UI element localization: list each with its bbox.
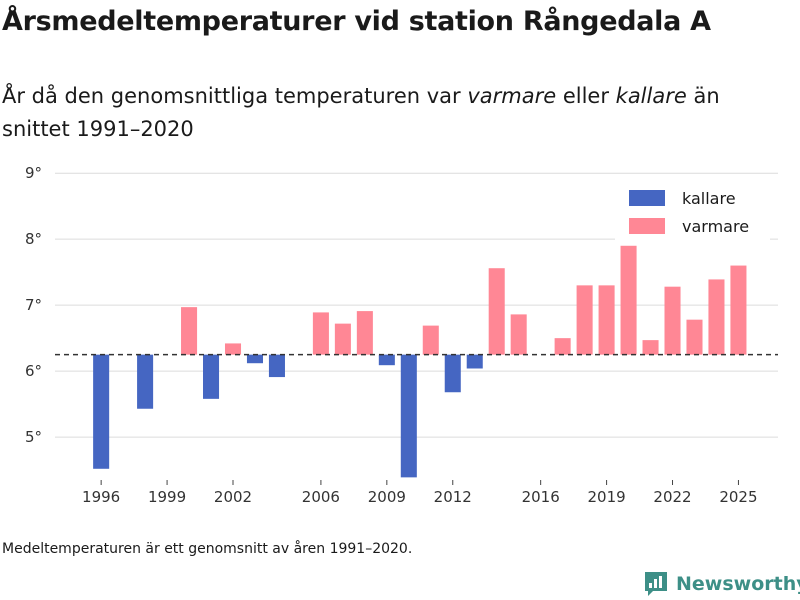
x-tick-label: 2025 (719, 488, 757, 506)
bar-2002 (224, 343, 242, 355)
bar-1996 (93, 354, 110, 469)
bar-2021 (642, 340, 659, 355)
bar-2014 (488, 268, 505, 355)
bar-2003 (246, 354, 263, 364)
bar-2023 (686, 319, 703, 355)
y-tick-label: 5° (25, 428, 42, 446)
subtitle-warm-word: varmare (467, 84, 557, 108)
x-tick-label: 1996 (82, 488, 120, 506)
bar-2020 (620, 245, 637, 355)
legend-label-varmare: varmare (682, 217, 749, 236)
y-tick-label: 9° (25, 164, 42, 182)
legend-swatch-kallare (629, 190, 665, 206)
bar-2015 (510, 314, 527, 355)
bar-2011 (422, 325, 439, 355)
y-tick-label: 7° (25, 296, 42, 314)
bar-2001 (203, 354, 220, 399)
bar-2004 (268, 354, 285, 378)
bar-2000 (181, 307, 198, 355)
bar-2013 (466, 354, 483, 369)
footnote: Medeltemperaturen är ett genomsnitt av å… (2, 541, 413, 557)
bar-2009 (378, 354, 395, 366)
y-tick-label: 6° (25, 362, 42, 380)
x-tick-label: 2012 (434, 488, 472, 506)
legend-swatch-varmare (629, 218, 665, 234)
bar-2017 (554, 338, 571, 355)
bar-chart: 5° 6° 7° 8° 9° 1996 1999 2002 2006 2009 2012 2016 20… (25, 164, 778, 506)
subtitle-text-2: eller (556, 84, 616, 108)
chart-title: Årsmedeltemperaturer vid station Rångeda… (2, 6, 711, 37)
bar-2024 (708, 279, 725, 355)
bar-2012 (444, 354, 461, 393)
legend-label-kallare: kallare (682, 189, 736, 208)
bar-2006 (312, 312, 329, 355)
y-tick-label: 8° (25, 230, 42, 248)
subtitle-cold-word: kallare (615, 84, 687, 108)
x-tick-label: 2022 (653, 488, 691, 506)
bar-2008 (356, 311, 373, 355)
bar-2007 (334, 323, 351, 355)
bar-1998 (137, 354, 154, 409)
bar-2019 (598, 285, 615, 355)
chart-subtitle: År då den genomsnittliga temperaturen va… (2, 80, 792, 146)
x-tick-label: 2009 (368, 488, 406, 506)
subtitle-text-1: År då den genomsnittliga temperaturen va… (2, 84, 468, 108)
x-tick-label: 2019 (587, 488, 625, 506)
x-tick-label: 2006 (302, 488, 340, 506)
x-tick-label: 1999 (148, 488, 186, 506)
brand-logo: Newsworthy (644, 569, 800, 599)
bar-2018 (576, 285, 593, 355)
newsworthy-logo-icon (645, 572, 667, 596)
subtitle-text-3: än snittet 1991–2020 (2, 84, 720, 141)
bar-2010 (400, 354, 417, 478)
bar-2022 (664, 286, 681, 355)
brand-name: Newsworthy (676, 573, 800, 595)
x-tick-label: 2002 (214, 488, 252, 506)
bar-2025 (730, 265, 747, 355)
x-tick-label: 2016 (522, 488, 560, 506)
